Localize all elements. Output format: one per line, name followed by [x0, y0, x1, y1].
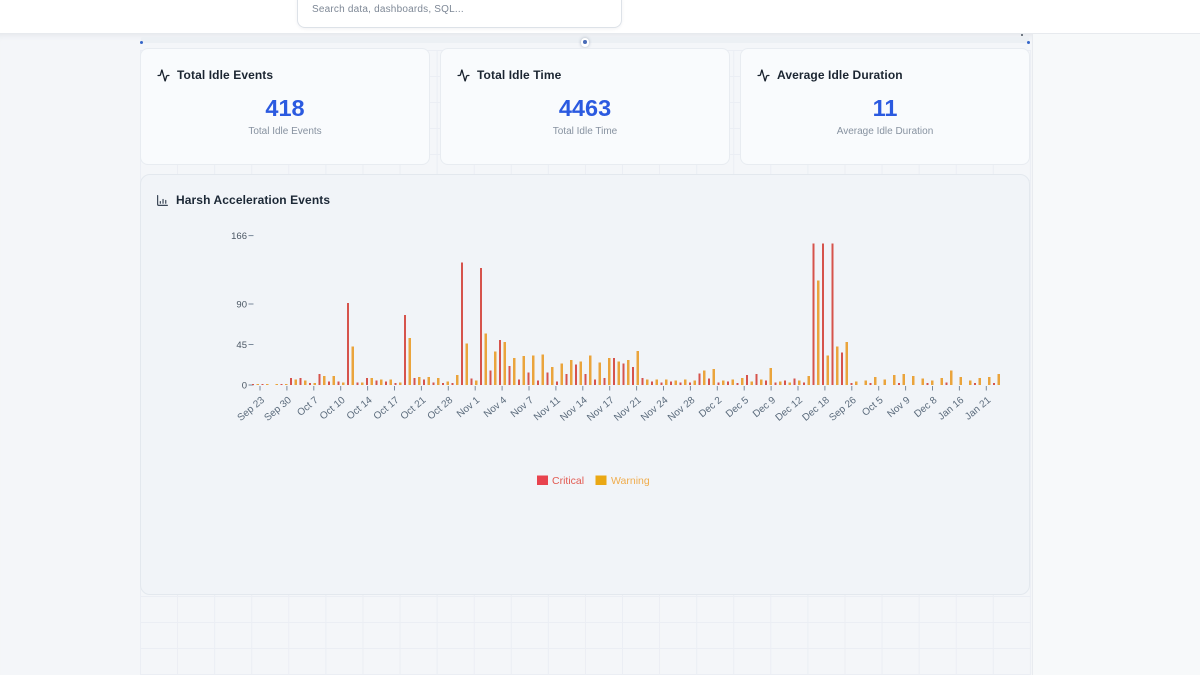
svg-text:Nov 11: Nov 11: [532, 395, 563, 424]
svg-text:Oct 5: Oct 5: [860, 395, 886, 419]
svg-text:166: 166: [231, 231, 247, 242]
svg-text:Dec 12: Dec 12: [774, 395, 806, 424]
svg-text:Jan 21: Jan 21: [963, 395, 993, 423]
svg-text:Dec 2: Dec 2: [697, 395, 724, 420]
svg-text:0: 0: [242, 381, 247, 392]
svg-text:Dec 8: Dec 8: [912, 395, 939, 420]
svg-text:Jan 16: Jan 16: [936, 395, 966, 423]
svg-text:45: 45: [236, 340, 247, 351]
svg-text:Nov 9: Nov 9: [885, 395, 912, 420]
svg-text:Oct 28: Oct 28: [426, 395, 456, 423]
svg-text:Sep 26: Sep 26: [827, 395, 859, 424]
svg-text:Sep 23: Sep 23: [236, 395, 268, 424]
svg-text:Nov 28: Nov 28: [666, 395, 698, 424]
svg-text:Nov 4: Nov 4: [482, 395, 509, 420]
svg-text:Sep 30: Sep 30: [262, 395, 294, 424]
svg-text:Nov 17: Nov 17: [585, 395, 617, 424]
svg-text:Dec 18: Dec 18: [800, 395, 832, 424]
svg-text:90: 90: [236, 300, 247, 311]
svg-text:Oct 21: Oct 21: [399, 395, 429, 423]
svg-text:Warning: Warning: [611, 475, 650, 487]
svg-text:Dec 5: Dec 5: [724, 395, 751, 420]
svg-text:Critical: Critical: [552, 475, 584, 487]
svg-text:Nov 24: Nov 24: [639, 395, 671, 424]
svg-text:Oct 10: Oct 10: [318, 395, 348, 423]
svg-text:Nov 14: Nov 14: [558, 395, 590, 424]
svg-text:Oct 14: Oct 14: [345, 395, 375, 423]
svg-text:Oct 17: Oct 17: [372, 395, 402, 423]
svg-text:Oct 7: Oct 7: [295, 395, 321, 419]
svg-text:Nov 1: Nov 1: [455, 395, 482, 420]
svg-text:Nov 21: Nov 21: [612, 395, 644, 424]
